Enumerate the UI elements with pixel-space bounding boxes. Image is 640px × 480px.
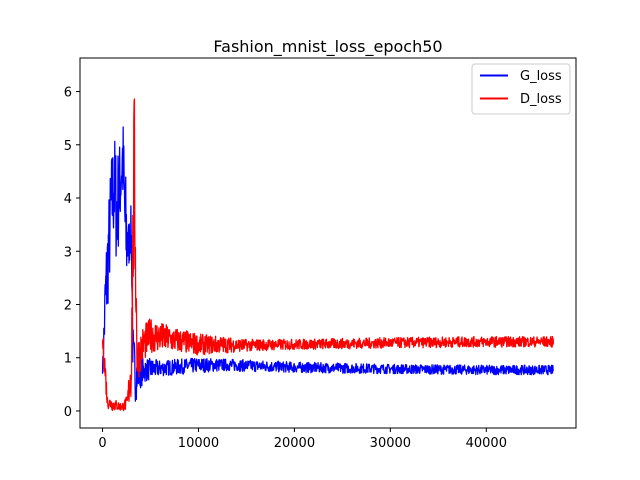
x-axis: 0 10000 20000 30000 40000 <box>98 428 507 451</box>
plot-frame <box>79 57 577 429</box>
x-tick-label: 30000 <box>370 436 411 451</box>
y-tick-label: 6 <box>64 86 72 101</box>
x-tick-label: 0 <box>98 436 106 451</box>
series-line-g-loss <box>101 126 554 402</box>
y-tick-label: 4 <box>64 192 72 207</box>
y-tick-label: 1 <box>64 352 72 367</box>
x-tick-label: 40000 <box>466 436 507 451</box>
x-tick-label: 20000 <box>274 436 315 451</box>
legend-label-g-loss: G_loss <box>520 69 562 84</box>
chart-title: Fashion_mnist_loss_epoch50 <box>213 37 442 57</box>
y-tick-label: 5 <box>64 139 72 154</box>
y-tick-label: 0 <box>64 405 72 420</box>
y-axis: 0 1 2 3 4 5 6 <box>64 86 80 420</box>
series-layer <box>101 98 555 412</box>
y-tick-label: 3 <box>64 245 72 260</box>
legend: G_loss D_loss <box>471 63 571 115</box>
legend-label-d-loss: D_loss <box>520 92 562 107</box>
series-line-d-loss <box>101 98 555 412</box>
y-tick-label: 2 <box>64 298 72 313</box>
x-tick-label: 10000 <box>178 436 219 451</box>
